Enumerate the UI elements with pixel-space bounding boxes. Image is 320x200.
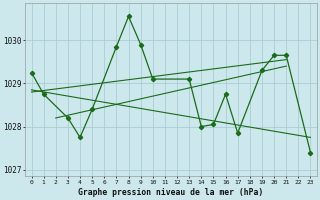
X-axis label: Graphe pression niveau de la mer (hPa): Graphe pression niveau de la mer (hPa) xyxy=(78,188,264,197)
